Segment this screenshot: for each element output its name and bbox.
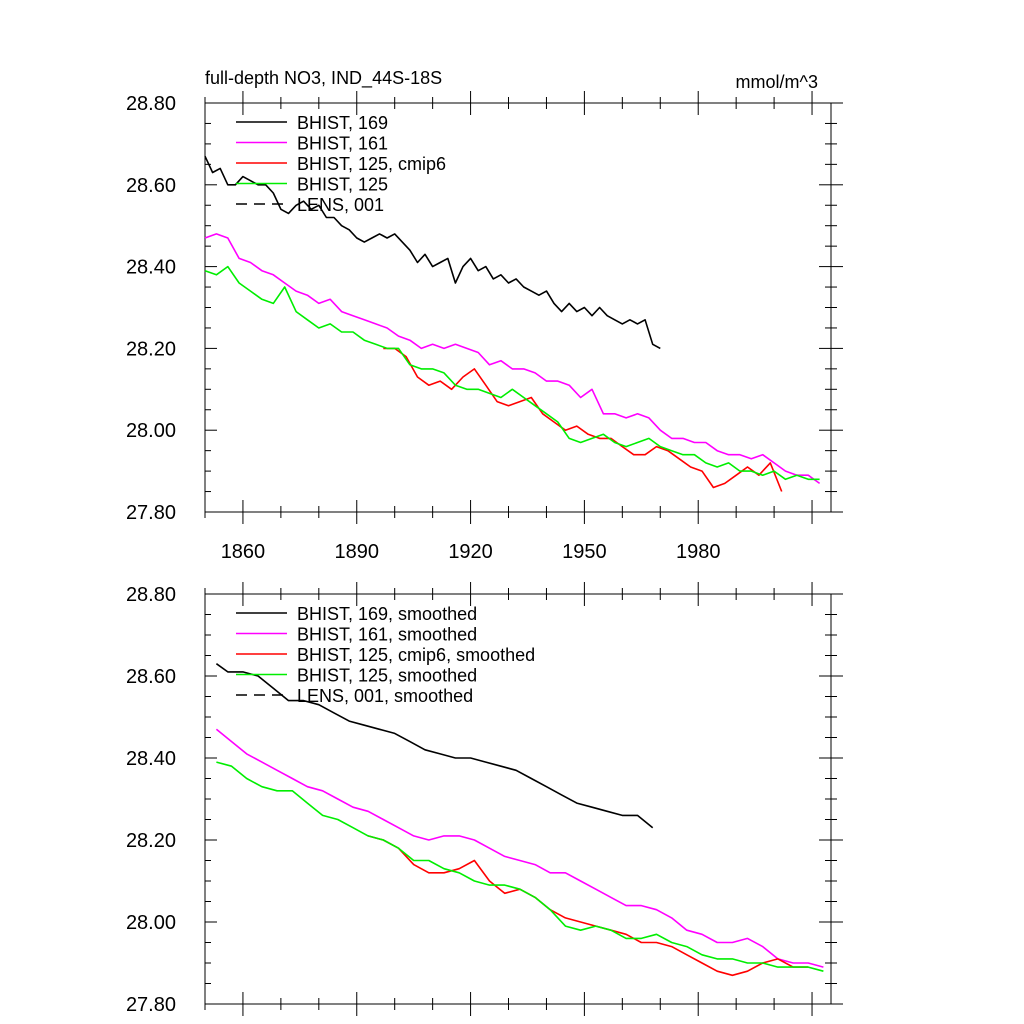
y-tick-label: 28.40 (126, 748, 176, 770)
x-tick-label: 1920 (448, 541, 493, 563)
y-tick-label: 28.00 (126, 912, 176, 934)
series-lines (215, 663, 824, 977)
ticks (204, 582, 843, 1016)
series-line-bhist-161 (204, 233, 821, 485)
y-tick-label: 28.20 (126, 338, 176, 360)
legend-label: BHIST, 125, cmip6 (297, 154, 446, 174)
legend-label: BHIST, 125 (297, 175, 388, 195)
x-tick-label: 1980 (676, 541, 721, 563)
series-line-bhist-125-smoothed (216, 761, 824, 972)
legend-label: BHIST, 125, smoothed (297, 666, 477, 686)
y-tick-label: 28.80 (126, 584, 176, 606)
legend-label: BHIST, 161, smoothed (297, 625, 477, 645)
y-tick-labels: 27.80 28.00 28.20 28.40 28.60 28.80 (126, 93, 176, 524)
legend-label: LENS, 001, smoothed (297, 686, 473, 706)
y-tick-label: 28.00 (126, 420, 176, 442)
series-lines (204, 155, 821, 492)
legend-label: BHIST, 125, cmip6, smoothed (297, 645, 535, 665)
legend-label: BHIST, 161 (297, 134, 388, 154)
top-panel: full-depth NO3, IND_44S-18S mmol/m^3 27.… (126, 68, 843, 563)
y-tick-label: 27.80 (126, 502, 176, 524)
y-tick-label: 28.80 (126, 93, 176, 115)
ticks (204, 91, 843, 524)
legend-label: LENS, 001 (297, 195, 384, 215)
series-line-bhist-125-cmip6 (383, 347, 783, 492)
y-tick-label: 28.60 (126, 666, 176, 688)
x-tick-labels: 1860 1890 1920 1950 1980 (221, 541, 721, 563)
series-line-bhist-125 (204, 265, 820, 481)
legend-label: BHIST, 169 (297, 113, 388, 133)
bottom-panel: 27.80 28.00 28.20 28.40 28.60 28.80 BHIST, 16… (126, 582, 843, 1016)
x-tick-label: 1950 (562, 541, 607, 563)
legend-label: BHIST, 169, smoothed (297, 604, 477, 624)
y-tick-label: 28.60 (126, 175, 176, 197)
y-tick-label: 27.80 (126, 994, 176, 1016)
x-tick-label: 1860 (221, 541, 266, 563)
y-tick-label: 28.40 (126, 257, 176, 279)
figure-title: full-depth NO3, IND_44S-18S (205, 68, 442, 89)
units-label: mmol/m^3 (736, 72, 818, 92)
series-line-bhist-161-smoothed (215, 728, 824, 968)
y-tick-labels: 27.80 28.00 28.20 28.40 28.60 28.80 (126, 584, 176, 1016)
series-line-bhist-169 (204, 155, 661, 350)
series-line-bhist-169-smoothed (215, 663, 654, 829)
y-tick-label: 28.20 (126, 830, 176, 852)
series-line-bhist-125-cmip6-smoothed (367, 835, 809, 977)
x-tick-label: 1890 (335, 541, 380, 563)
